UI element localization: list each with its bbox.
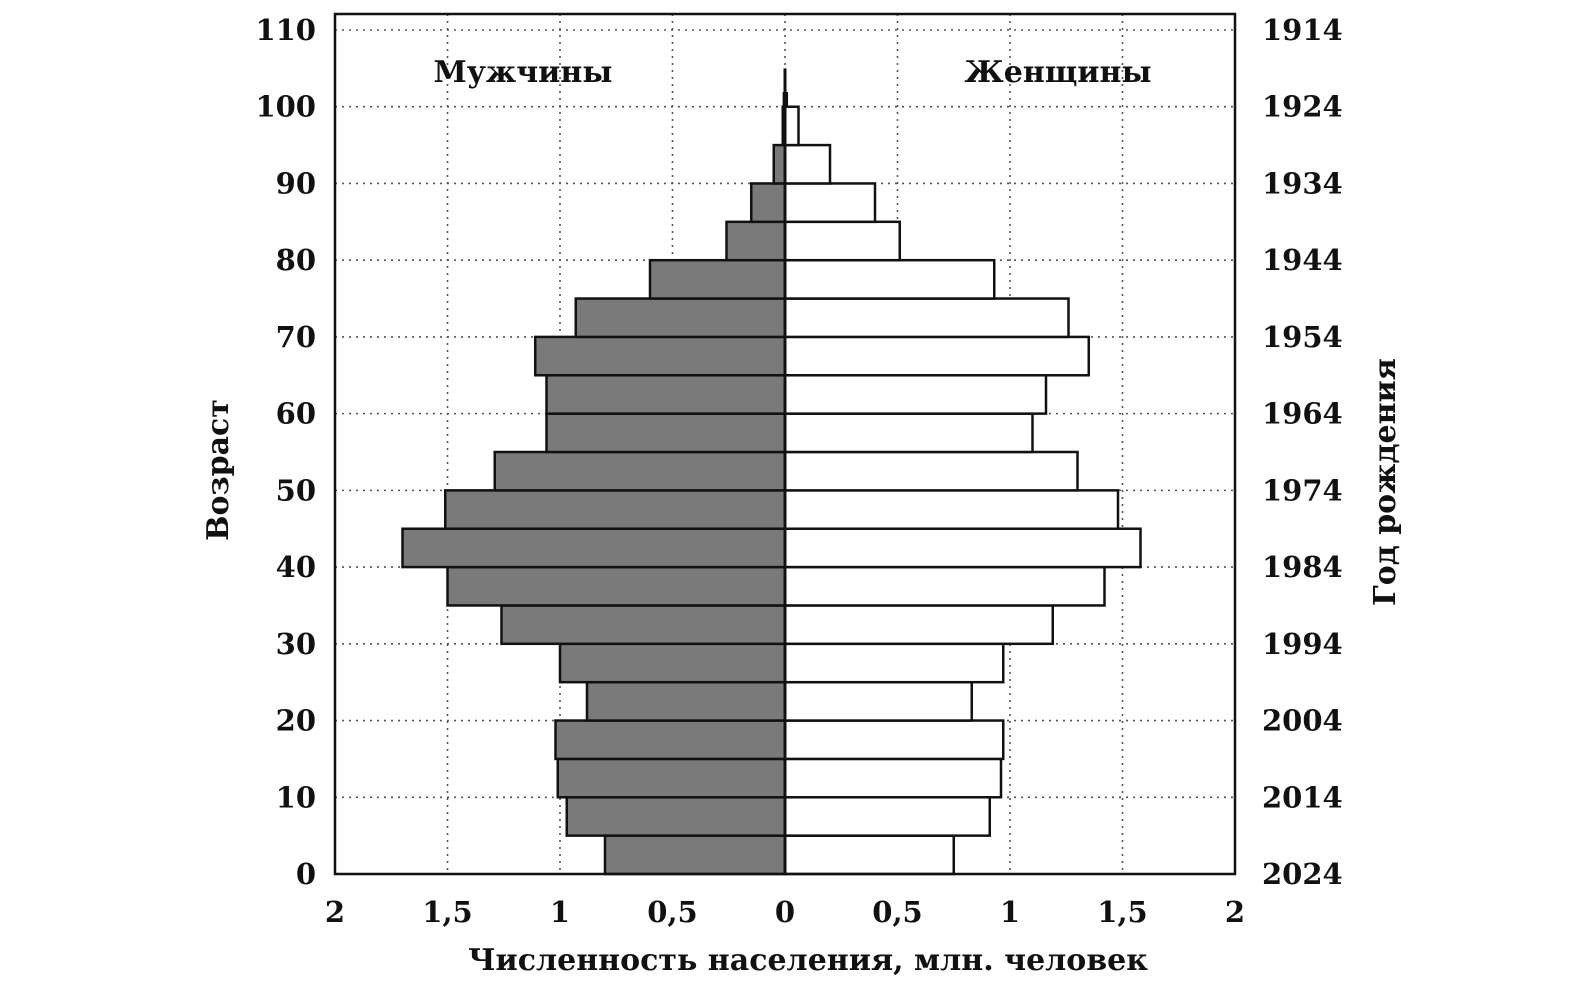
- x-tick-label: 2: [1225, 895, 1245, 929]
- y-tick-label-birth-year: 1964: [1262, 397, 1343, 431]
- y-tick-label-birth-year: 1914: [1262, 13, 1343, 47]
- y-tick-label-age: 90: [276, 166, 316, 200]
- bar-men-age-80: [725, 220, 787, 262]
- bar-men-age-40: [401, 527, 787, 569]
- x-tick-label: 0: [775, 895, 795, 929]
- y-tick-label-birth-year: 1934: [1262, 166, 1343, 200]
- bar-women-age-40: [783, 527, 1142, 569]
- x-tick-label: 2: [325, 895, 345, 929]
- bar-men-age-60: [545, 374, 787, 415]
- bar-men-age-0: [603, 834, 787, 876]
- bar-women-age-75: [783, 258, 996, 300]
- y-tick-label-age: 40: [276, 550, 316, 584]
- series-label-women: Женщины: [964, 55, 1151, 90]
- bar-men-age-65: [534, 335, 787, 377]
- bar-men-age-20: [585, 680, 787, 722]
- bar-men-age-10: [556, 757, 787, 799]
- y-tick-label-age: 20: [276, 704, 316, 738]
- bar-men-age-50: [493, 450, 787, 492]
- bar-women-age-50: [783, 450, 1079, 492]
- bar-men-age-30: [500, 604, 787, 646]
- y-tick-label-age: 100: [255, 90, 316, 124]
- y-tick-label-age: 50: [276, 473, 316, 507]
- bar-women-age-15: [783, 719, 1005, 761]
- y-axis-label-left: Возраст: [201, 399, 236, 541]
- bar-women-age-45: [783, 489, 1120, 530]
- y-tick-label-birth-year: 1924: [1262, 90, 1343, 124]
- bar-men-age-90: [772, 143, 787, 185]
- y-tick-label-age: 80: [276, 243, 316, 277]
- bar-women-age-60: [783, 374, 1048, 415]
- y-tick-label-birth-year: 1994: [1262, 627, 1343, 661]
- ticks-layer: 2 1,5 1 0,5 0 0,5 1 1,5 201020304050607080901001…: [255, 13, 1342, 929]
- bar-women-age-95: [783, 105, 800, 147]
- y-tick-label-age: 60: [276, 397, 316, 431]
- bar-men-age-55: [545, 412, 787, 454]
- bar-men-age-85: [750, 182, 787, 224]
- y-tick-label-age: 110: [255, 13, 316, 47]
- x-tick-label: 1: [550, 895, 570, 929]
- bar-women-age-90: [783, 143, 832, 185]
- y-tick-label-birth-year: 1984: [1262, 550, 1343, 584]
- bar-women-age-35: [783, 565, 1106, 607]
- x-tick-label: 1,5: [1097, 895, 1147, 929]
- bar-women-age-20: [783, 680, 973, 722]
- bar-men-age-70: [574, 297, 787, 339]
- y-tick-label-birth-year: 2014: [1262, 780, 1343, 814]
- bar-women-age-65: [783, 335, 1090, 377]
- bar-women-age-85: [783, 182, 877, 224]
- y-tick-label-birth-year: 1954: [1262, 320, 1343, 354]
- x-tick-label: 1,5: [422, 895, 472, 929]
- y-tick-label-age: 0: [296, 857, 316, 891]
- y-tick-label-birth-year: 1944: [1262, 243, 1343, 277]
- x-tick-label: 1: [1000, 895, 1020, 929]
- bar-women-age-30: [783, 604, 1054, 646]
- y-tick-label-birth-year: 1974: [1262, 473, 1343, 507]
- bar-women-age-5: [783, 796, 991, 837]
- x-tick-label: 0,5: [872, 895, 922, 929]
- bar-men-age-25: [558, 642, 787, 684]
- y-tick-label-age: 70: [276, 320, 316, 354]
- series-label-men: Мужчины: [434, 55, 613, 90]
- y-tick-label-birth-year: 2004: [1262, 704, 1343, 738]
- bar-men-age-75: [648, 258, 787, 300]
- bar-women-age-25: [783, 642, 1005, 684]
- x-axis-label: Численность населения, млн. человек: [468, 943, 1148, 978]
- bar-women-age-55: [783, 412, 1034, 454]
- y-tick-label-age: 10: [276, 780, 316, 814]
- bar-men-age-15: [554, 719, 787, 761]
- bar-men-age-45: [444, 489, 787, 530]
- bars-layer: [401, 92, 1142, 876]
- bar-women-age-0: [783, 834, 955, 876]
- y-axis-label-right: Год рождения: [1368, 358, 1403, 606]
- x-tick-label: 0,5: [647, 895, 697, 929]
- bar-men-age-35: [446, 565, 787, 607]
- y-tick-label-birth-year: 2024: [1262, 857, 1343, 891]
- bar-women-age-10: [783, 757, 1003, 799]
- y-tick-label-age: 30: [276, 627, 316, 661]
- bar-women-age-80: [783, 220, 901, 262]
- bar-women-age-70: [783, 297, 1070, 339]
- bar-men-age-5: [565, 796, 787, 837]
